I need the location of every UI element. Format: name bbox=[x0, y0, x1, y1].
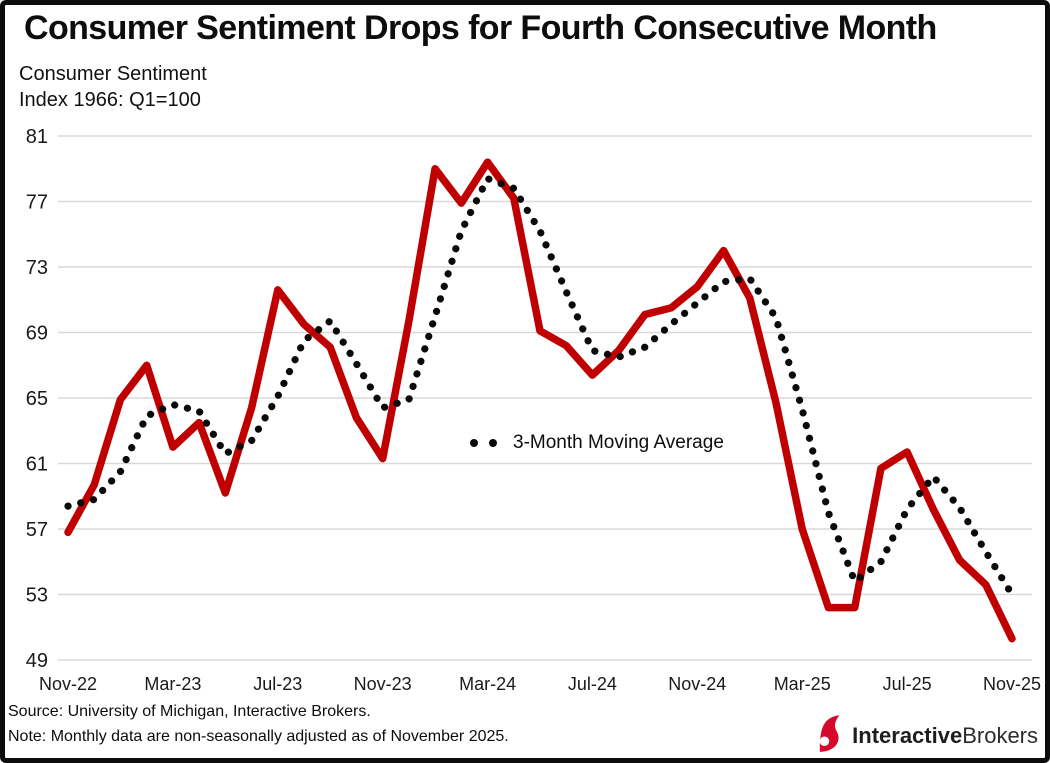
y-tick-label-73: 73 bbox=[26, 257, 48, 279]
y-axis-tick-labels: 49 53 57 61 65 69 73 77 81 bbox=[26, 126, 48, 672]
x-tick-label-Jul-23: Jul-23 bbox=[253, 674, 302, 694]
series-lines bbox=[64, 158, 1016, 643]
y-tick-label-65: 65 bbox=[26, 388, 48, 410]
y-tick-label-77: 77 bbox=[26, 192, 48, 214]
legend-label: 3-Month Moving Average bbox=[513, 432, 724, 453]
interactive-brokers-wordmark: InteractiveBrokers bbox=[852, 719, 1038, 753]
note-text: Note: Monthly data are non-seasonally ad… bbox=[8, 728, 509, 745]
y-tick-label-61: 61 bbox=[26, 454, 48, 476]
gridlines bbox=[58, 135, 1032, 661]
y-axis-caption: Consumer Sentiment Index 1966: Q1=100 bbox=[19, 61, 207, 113]
moving-average-dotted-line bbox=[64, 175, 1016, 599]
legend-dot-icon bbox=[489, 439, 497, 447]
x-tick-label-Nov-25: Nov-25 bbox=[983, 674, 1041, 694]
y-tick-label-53: 53 bbox=[26, 585, 48, 607]
consumer-sentiment-line bbox=[64, 158, 1016, 643]
y-tick-label-69: 69 bbox=[26, 323, 48, 345]
x-tick-label-Mar-24: Mar-24 bbox=[459, 674, 516, 694]
y-axis-caption-line1: Consumer Sentiment bbox=[19, 63, 207, 85]
x-tick-label-Nov-24: Nov-24 bbox=[668, 674, 726, 694]
y-tick-label-81: 81 bbox=[26, 126, 48, 148]
legend-moving-average: 3-Month Moving Average bbox=[470, 430, 724, 456]
interactive-brokers-logo: InteractiveBrokers bbox=[813, 715, 1038, 753]
interactive-brokers-spinnaker-icon bbox=[819, 715, 840, 752]
x-tick-label-Mar-25: Mar-25 bbox=[774, 674, 831, 694]
x-tick-label-Jul-25: Jul-25 bbox=[883, 674, 932, 694]
y-axis-caption-line2: Index 1966: Q1=100 bbox=[19, 89, 201, 111]
y-tick-label-57: 57 bbox=[26, 519, 48, 541]
chart-title: Consumer Sentiment Drops for Fourth Cons… bbox=[24, 9, 937, 47]
logo-word-brokers: Brokers bbox=[962, 723, 1038, 748]
source-text: Source: University of Michigan, Interact… bbox=[8, 703, 371, 720]
x-tick-label-Nov-22: Nov-22 bbox=[39, 674, 97, 694]
x-tick-label-Nov-23: Nov-23 bbox=[354, 674, 412, 694]
legend-dot-icon bbox=[470, 439, 478, 447]
logo-word-interactive: Interactive bbox=[852, 723, 963, 748]
x-tick-label-Mar-23: Mar-23 bbox=[144, 674, 201, 694]
x-tick-label-Jul-24: Jul-24 bbox=[568, 674, 617, 694]
y-tick-label-49: 49 bbox=[26, 650, 48, 672]
x-axis-tick-labels: Nov-22 Mar-23 Jul-23 Nov-23 Mar-24 Jul-24 Nov-… bbox=[39, 674, 1041, 694]
